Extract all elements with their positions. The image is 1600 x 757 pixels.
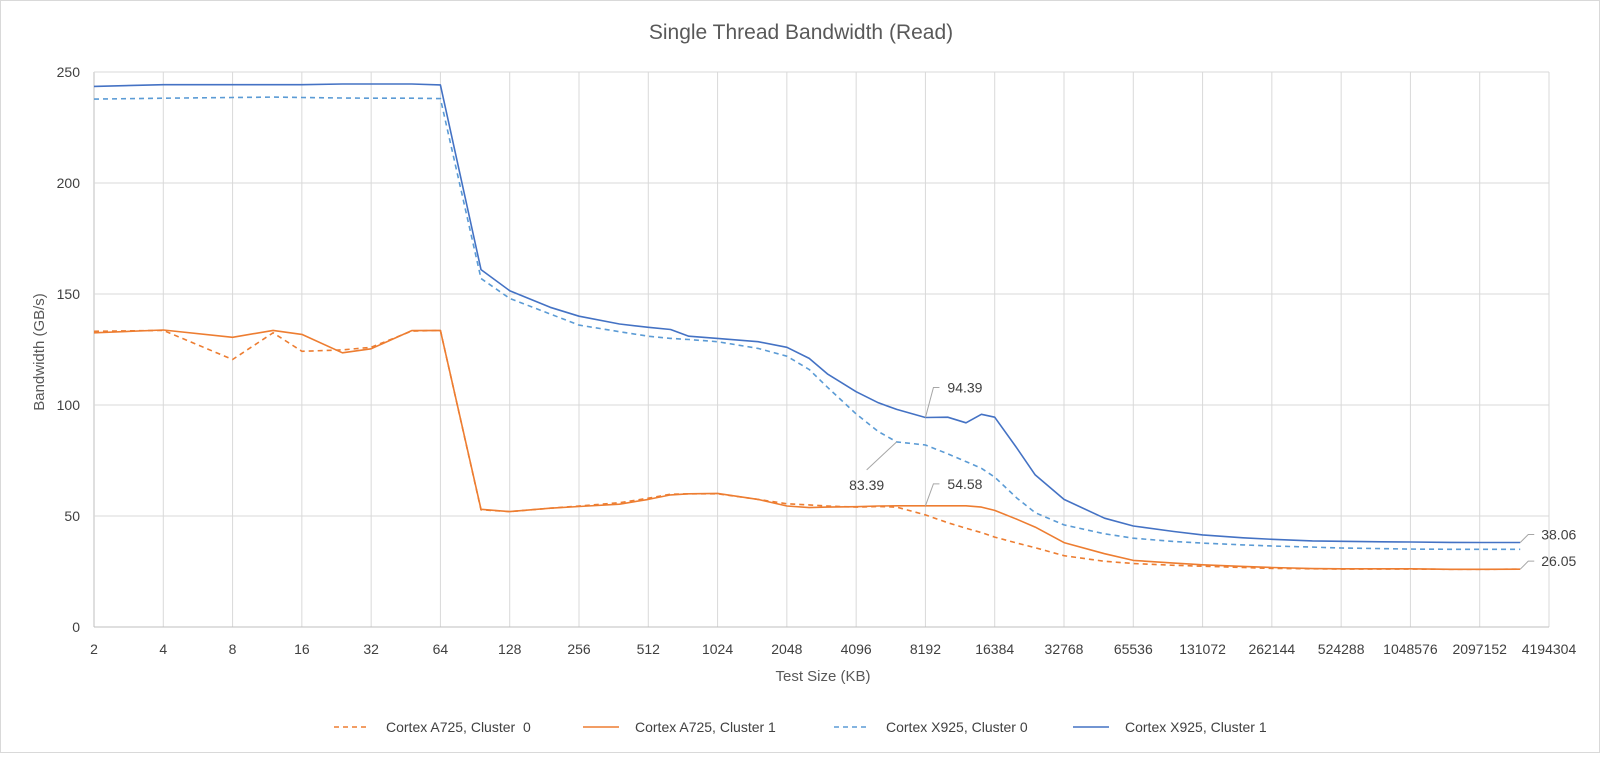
data-label-94.39: 94.39 [947,379,982,395]
x-axis-title: Test Size (KB) [775,668,870,685]
chart-title: Single Thread Bandwidth (Read) [649,21,953,44]
x-tick-label: 16384 [975,641,1014,657]
legend-entry-1: Cortex A725, Cluster 1 [635,719,776,735]
x-tick-label: 8192 [910,641,941,657]
x-tick-label: 1048576 [1383,641,1438,657]
x-tick-label: 4194304 [1522,641,1577,657]
data-label-83.39: 83.39 [849,477,884,493]
y-tick-label: 200 [57,175,81,191]
x-tick-label: 65536 [1114,641,1153,657]
legend-entry-2: Cortex X925, Cluster 0 [886,719,1028,735]
vertical-gridlines [93,72,1550,627]
data-label-leader [924,386,940,418]
data-label-26.05: 26.05 [1541,553,1576,569]
legend-entry-3: Cortex X925, Cluster 1 [1125,719,1267,735]
horizontal-gridlines [94,71,1549,628]
x-tick-label: 2 [90,641,98,657]
y-tick-label: 250 [57,64,81,80]
x-tick-label: 8 [229,641,237,657]
data-label-leader [1519,560,1535,570]
x-tick-label: 64 [433,641,449,657]
x-tick-label: 512 [637,641,661,657]
data-label-leader [866,441,898,471]
x-tick-label: 2097152 [1452,641,1507,657]
series-lines [93,83,1521,571]
data-label-leader [924,483,940,507]
x-axis-ticks: 2 4 8 16 32 64 128 256 512 1024 2048 4096 8192 16384 3… [90,641,1576,657]
x-tick-label: 256 [567,641,591,657]
y-tick-label: 50 [64,508,80,524]
x-tick-label: 32 [363,641,379,657]
x-tick-label: 1024 [702,641,733,657]
y-tick-label: 150 [57,286,81,302]
series-line-3 [93,83,1521,544]
data-label-54.58: 54.58 [947,476,982,492]
x-tick-label: 128 [498,641,522,657]
y-tick-label: 0 [72,619,80,635]
x-tick-label: 2048 [771,641,802,657]
x-tick-label: 4096 [841,641,872,657]
x-tick-label: 131072 [1179,641,1226,657]
data-labels: 94.39 83.39 54.58 38.06 26.05 [849,379,1576,570]
x-tick-label: 16 [294,641,310,657]
x-tick-label: 4 [159,641,167,657]
legend-entry-0: Cortex A725, Cluster 0 [386,719,531,735]
series-line-0 [93,329,1521,571]
series-line-2 [93,96,1521,551]
data-label-leader [1519,534,1535,543]
y-tick-label: 100 [57,397,81,413]
data-label-38.06: 38.06 [1541,527,1576,543]
x-tick-label: 262144 [1248,641,1295,657]
series-line-1 [93,329,1521,571]
x-tick-label: 524288 [1318,641,1365,657]
y-axis-title: Bandwidth (GB/s) [31,293,48,411]
legend: Cortex A725, Cluster 0 Cortex A725, Clust… [334,719,1267,735]
y-axis-ticks: 0 50 100 150 200 250 [57,64,81,635]
x-tick-label: 32768 [1045,641,1084,657]
